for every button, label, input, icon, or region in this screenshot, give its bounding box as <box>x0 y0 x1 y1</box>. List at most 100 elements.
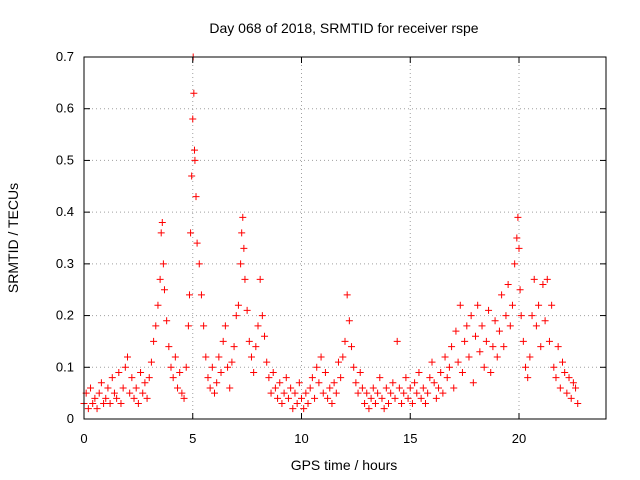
data-point <box>289 405 297 413</box>
data-point <box>391 394 399 402</box>
data-point <box>514 213 522 221</box>
data-point <box>95 389 103 397</box>
data-point <box>311 394 319 402</box>
data-point <box>382 384 390 392</box>
data-point <box>282 374 290 382</box>
y-tick-label: 0.4 <box>56 204 74 219</box>
data-point <box>348 343 356 351</box>
data-point <box>269 368 277 376</box>
data-point <box>171 353 179 361</box>
data-point <box>185 291 193 299</box>
data-point <box>452 327 460 335</box>
data-point <box>378 394 386 402</box>
data-point <box>398 399 406 407</box>
y-tick-label: 0.7 <box>56 49 74 64</box>
data-point <box>256 275 264 283</box>
data-point <box>506 322 514 330</box>
data-point <box>417 394 425 402</box>
data-point <box>482 337 490 345</box>
data-point <box>254 322 262 330</box>
data-point <box>461 337 469 345</box>
data-point <box>385 399 392 407</box>
data-point <box>548 301 556 309</box>
data-point <box>572 384 580 392</box>
data-point <box>374 389 382 397</box>
data-point <box>495 327 503 335</box>
data-point <box>192 193 200 201</box>
data-point <box>190 89 198 97</box>
data-point <box>313 363 321 371</box>
data-point <box>435 384 443 392</box>
data-points <box>80 53 582 413</box>
data-point <box>332 389 340 397</box>
data-point <box>291 389 299 397</box>
data-point <box>485 306 493 314</box>
data-point <box>450 384 458 392</box>
data-point <box>154 301 162 309</box>
data-point <box>441 353 449 361</box>
data-point <box>350 363 358 371</box>
data-point <box>456 301 464 309</box>
data-point <box>91 394 99 402</box>
data-point <box>448 343 456 351</box>
data-point <box>87 384 95 392</box>
plot-frame <box>83 56 607 420</box>
data-point <box>428 358 436 366</box>
data-point <box>526 353 534 361</box>
data-point <box>532 322 540 330</box>
data-point <box>141 379 149 387</box>
data-point <box>424 389 432 397</box>
data-point <box>276 379 284 387</box>
data-point <box>160 286 168 294</box>
data-point <box>190 146 198 154</box>
data-point <box>193 239 201 247</box>
data-point <box>552 374 560 382</box>
data-point <box>511 260 519 268</box>
data-point <box>502 312 510 320</box>
x-tick-labels: 0 5 10 15 20 <box>80 431 526 446</box>
data-point <box>491 317 499 325</box>
data-point <box>195 260 203 268</box>
data-point <box>343 291 351 299</box>
data-point <box>339 353 347 361</box>
data-point <box>550 363 558 371</box>
data-point <box>124 353 131 361</box>
data-point <box>421 399 429 407</box>
data-point <box>178 389 186 397</box>
data-point <box>389 379 397 387</box>
data-point <box>169 374 177 382</box>
data-point <box>365 405 373 413</box>
data-point <box>541 317 549 325</box>
data-point <box>271 384 279 392</box>
data-point <box>247 353 255 361</box>
data-point <box>504 281 512 289</box>
data-point <box>493 353 501 361</box>
data-point <box>519 337 527 345</box>
data-point <box>367 394 375 402</box>
data-point <box>113 394 121 402</box>
data-point <box>208 363 216 371</box>
data-point <box>476 348 484 356</box>
data-point <box>395 384 403 392</box>
data-point <box>561 368 569 376</box>
data-point <box>106 399 114 407</box>
data-point <box>358 384 366 392</box>
data-point <box>535 301 543 309</box>
data-point <box>328 399 336 407</box>
data-point <box>295 379 303 387</box>
data-point <box>408 399 416 407</box>
data-point <box>278 399 286 407</box>
data-point <box>537 343 545 351</box>
data-point <box>252 343 260 351</box>
data-point <box>158 218 166 226</box>
data-point <box>324 394 332 402</box>
data-point <box>341 337 349 345</box>
data-point <box>238 229 246 237</box>
data-point <box>319 389 327 397</box>
data-point <box>224 363 232 371</box>
data-point <box>478 322 486 330</box>
data-point <box>465 353 473 361</box>
data-point <box>445 363 453 371</box>
chart-title: Day 068 of 2018, SRMTID for receiver rsp… <box>209 20 478 36</box>
data-point <box>239 213 247 221</box>
